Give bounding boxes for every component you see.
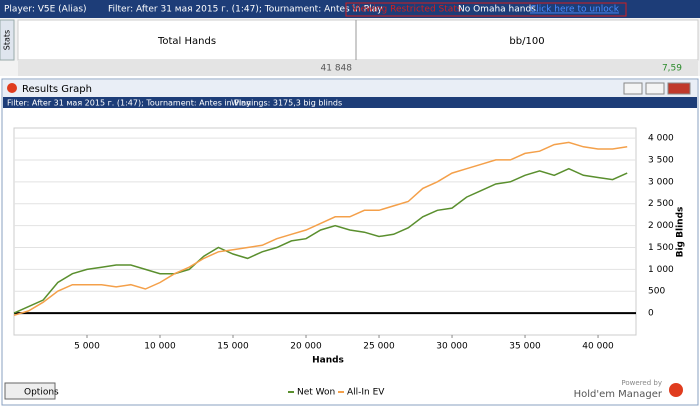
- plot-area: [13, 127, 637, 336]
- stats-header: [17, 19, 699, 61]
- legend-label: All-In EV: [347, 388, 385, 398]
- y-tick-label: 3 000: [648, 177, 674, 187]
- omaha: No Omaha hands.: [458, 5, 539, 15]
- y-tick-label: 0: [648, 309, 654, 319]
- x-tick-label: 20 000: [290, 342, 322, 352]
- y-axis-title: Big Blinds: [676, 207, 686, 258]
- y-tick-label: 1 000: [648, 265, 674, 275]
- y-tick-label: 3 500: [648, 155, 674, 165]
- filter: Filter: After 31 мая 2015 г. (1:47); Tou…: [108, 5, 383, 15]
- x-tick-label: 10 000: [144, 342, 176, 352]
- player: Player: V5E (Alias): [4, 5, 87, 15]
- window: [1, 78, 699, 406]
- series-line: [13, 167, 628, 314]
- window-title: Results Graph: [22, 84, 92, 95]
- top-bar: [0, 0, 700, 18]
- title-bar: [3, 80, 697, 97]
- minimize[interactable]: [623, 82, 643, 95]
- x-tick-label: 40 000: [582, 342, 614, 352]
- x-tick-label: 35 000: [509, 342, 541, 352]
- legend-label: Net Won: [297, 388, 335, 398]
- header: Total Hands: [157, 36, 216, 47]
- options-label: Options: [24, 388, 59, 398]
- x-tick-label: 15 000: [217, 342, 249, 352]
- brand-logo: [669, 383, 683, 397]
- y-tick-label: 4 000: [648, 134, 674, 144]
- maximize[interactable]: [645, 82, 665, 95]
- options-button[interactable]: [4, 382, 56, 400]
- window-filter: Filter: After 31 мая 2015 г. (1:47); Tou…: [7, 99, 251, 108]
- x-tick-label: 25 000: [363, 342, 395, 352]
- stats-tab-label: Stats: [3, 30, 12, 50]
- stats-row: [18, 60, 698, 76]
- y-tick-label: 500: [648, 287, 665, 297]
- winnings: Winnings: 3175,3 big blinds: [231, 99, 342, 108]
- unlock-link[interactable]: Click here to unlock: [530, 5, 620, 15]
- app-icon: [7, 83, 17, 93]
- x-tick-label: 30 000: [436, 342, 468, 352]
- y-tick-label: 2 500: [648, 199, 674, 209]
- filter-bar: [3, 97, 697, 108]
- series-line: [13, 141, 628, 317]
- close[interactable]: [667, 82, 691, 95]
- cell: 41 848: [321, 64, 353, 74]
- x-tick-label: 5 000: [74, 342, 100, 352]
- y-tick-label: 1 500: [648, 243, 674, 253]
- x-axis-title: Hands: [312, 356, 344, 366]
- y-tick-label: 2 000: [648, 221, 674, 231]
- header: bb/100: [509, 36, 544, 47]
- brand: Hold'em Manager: [574, 389, 663, 400]
- cell: 7,59: [662, 64, 682, 74]
- stats-tab[interactable]: [0, 19, 15, 61]
- restricted-box: [345, 2, 627, 17]
- warning: Viewing Restricted Stats: [352, 5, 462, 15]
- powered: Powered by: [621, 379, 662, 387]
